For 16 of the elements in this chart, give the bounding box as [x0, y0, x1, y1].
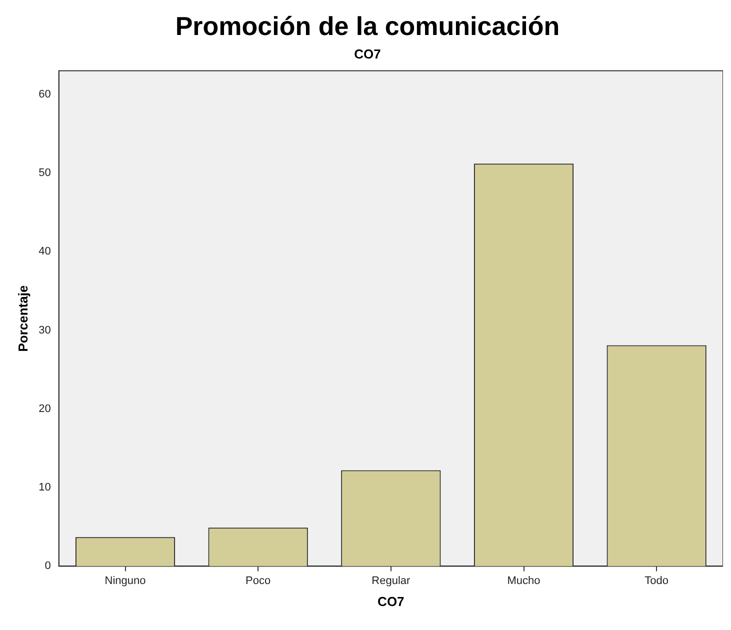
y-axis-title: Porcentaje — [15, 285, 30, 352]
y-tick-label: 10 — [38, 482, 51, 494]
chart-subtitle: CO7 — [354, 46, 381, 62]
y-tick-label: 30 — [38, 324, 51, 336]
x-tick-label: Poco — [246, 574, 271, 587]
x-tick-label: Mucho — [507, 574, 540, 587]
chart-title: Promoción de la comunicación — [175, 10, 560, 41]
y-tick-label: 0 — [44, 560, 51, 572]
y-tick-label: 60 — [38, 88, 51, 100]
y-tick-label: 40 — [38, 246, 51, 258]
y-tick-label: 20 — [38, 402, 51, 415]
x-axis-title: CO7 — [378, 594, 404, 609]
y-tick-label: 50 — [38, 167, 51, 180]
x-tick-label: Todo — [644, 574, 669, 587]
x-tick-label: Ninguno — [104, 574, 146, 587]
x-tick-label: Regular — [372, 574, 411, 587]
